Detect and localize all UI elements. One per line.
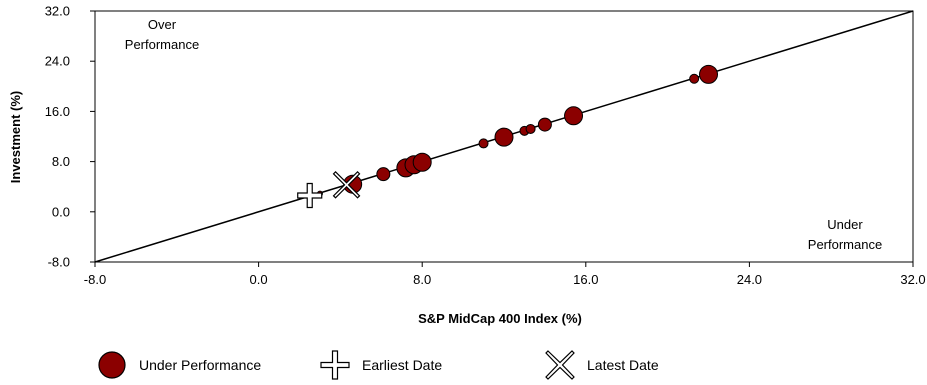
data-point (376, 167, 391, 182)
data-marks (297, 64, 718, 209)
legend-label: Earliest Date (362, 357, 443, 373)
y-tick-label: 32.0 (45, 4, 70, 19)
y-tick-label: 8.0 (52, 154, 70, 169)
annotation-under-line2: Performance (808, 237, 882, 252)
x-tick-label: 8.0 (413, 272, 431, 287)
y-tick-label: 0.0 (52, 204, 70, 219)
y-tick-label: 24.0 (45, 54, 70, 69)
x-tick-label: 32.0 (900, 272, 925, 287)
y-axis-title: Investment (%) (8, 91, 23, 183)
legend-item-latest-date: Latest Date (545, 350, 659, 380)
data-point (478, 138, 489, 149)
legend-label: Latest Date (587, 357, 659, 373)
earliest-date-marker (297, 182, 323, 209)
cross-marker-icon (320, 350, 350, 380)
data-point (537, 117, 552, 132)
x-tick-label: 0.0 (250, 272, 268, 287)
legend-item-earliest-date: Earliest Date (320, 350, 442, 380)
legend: Under Performance Earliest Date Latest D… (0, 350, 927, 380)
x-tick-label: 24.0 (737, 272, 762, 287)
annotation-over-line1: Over (148, 17, 177, 32)
x-marker-icon (545, 350, 575, 380)
legend-item-under-performance: Under Performance (97, 350, 261, 380)
scatter-chart: -8.0 0.0 8.0 16.0 24.0 32.0 -8.0 0.0 8.0 16.0 24.0… (8, 4, 926, 327)
legend-label: Under Performance (139, 357, 262, 373)
data-point (525, 123, 536, 134)
x-tick-label: -8.0 (84, 272, 106, 287)
annotation-under-line1: Under (827, 217, 863, 232)
latest-date-marker (332, 170, 361, 199)
data-point (494, 127, 514, 147)
x-tick-label: 16.0 (573, 272, 598, 287)
data-point (564, 106, 584, 126)
x-axis-title: S&P MidCap 400 Index (%) (418, 311, 582, 326)
data-point (412, 152, 432, 172)
axes: -8.0 0.0 8.0 16.0 24.0 32.0 -8.0 0.0 8.0 16.0 24.0… (45, 4, 926, 288)
y-tick-label: 16.0 (45, 104, 70, 119)
y-tick-label: -8.0 (48, 255, 70, 270)
data-point (699, 64, 718, 84)
circle-marker-icon (98, 351, 126, 379)
data-point (689, 73, 700, 84)
annotation-over-line2: Performance (125, 37, 199, 52)
